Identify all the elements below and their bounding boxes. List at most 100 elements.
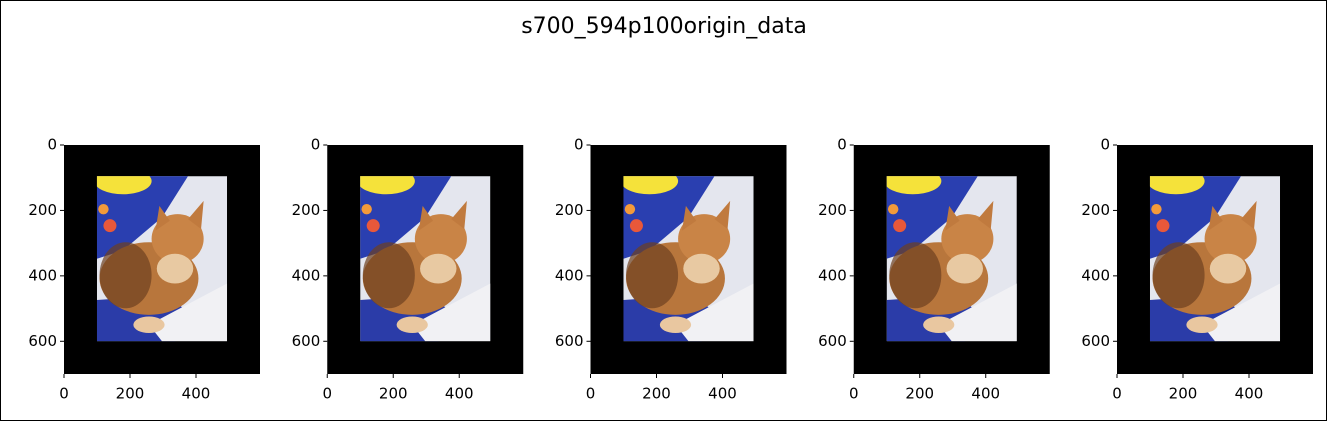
orange-dot [361, 203, 372, 215]
subplot: 0 200 400 0 200 400 600 [818, 136, 1050, 403]
y-tick-label: 0 [47, 136, 57, 154]
yellow-patch [623, 176, 679, 195]
cat-shadow [99, 242, 152, 309]
blanket-blue [1149, 176, 1242, 259]
y-tick-label: 400 [818, 266, 847, 284]
cat-ear-right [977, 200, 994, 229]
y-tick-label: 200 [28, 201, 57, 219]
figure-title: s700_594p100origin_data [521, 14, 807, 39]
x-tick-label: 400 [182, 385, 211, 403]
cat-ear-left [945, 205, 960, 231]
blanket-blue [623, 176, 715, 259]
sheet-white [412, 283, 491, 342]
cat-shadow [626, 242, 679, 309]
cat-shadow [362, 242, 415, 309]
y-tick-label: 600 [1081, 332, 1110, 350]
x-tick-label: 400 [708, 385, 737, 403]
x-tick-label: 200 [1169, 385, 1198, 403]
x-tick-label: 400 [445, 385, 474, 403]
y-tick-label: 400 [292, 266, 321, 284]
cat-ear-right [714, 200, 731, 229]
cat-head [941, 214, 994, 264]
cat-chest [946, 253, 983, 284]
yellow-patch [886, 176, 942, 195]
blanket-blue [360, 176, 452, 259]
yellow-patch [96, 176, 152, 195]
red-dot [629, 219, 643, 233]
photo [360, 176, 491, 342]
sheet-white [938, 283, 1017, 342]
y-tick-label: 400 [555, 266, 584, 284]
photo [96, 176, 228, 342]
cat-chest [683, 253, 720, 284]
x-tick-label: 200 [642, 385, 671, 403]
cat-ear-right [188, 200, 204, 229]
red-dot [366, 219, 380, 233]
y-tick-label: 600 [818, 332, 847, 350]
y-tick-label: 600 [555, 332, 584, 350]
cat-paw [659, 316, 692, 333]
cat-shadow [889, 242, 942, 309]
cat-head [1204, 214, 1257, 264]
sheet-white [148, 283, 228, 342]
y-tick-label: 600 [28, 332, 57, 350]
y-tick-label: 400 [28, 266, 57, 284]
subplot: 0 200 400 0 200 400 600 [1081, 136, 1313, 403]
cat-paw [396, 316, 428, 333]
subplot: 0 200 400 0 200 400 600 [292, 136, 524, 403]
photo [1149, 176, 1281, 342]
x-tick-label: 0 [59, 385, 69, 403]
blanket-blue [96, 176, 189, 259]
cat-ear-left [418, 205, 434, 231]
cat-shadow [1152, 242, 1205, 309]
cat-ear-left [155, 205, 170, 231]
cat-paw [133, 316, 165, 333]
cat-ear-right [1241, 200, 1257, 229]
y-tick-label: 200 [292, 201, 321, 219]
x-tick-label: 200 [905, 385, 934, 403]
red-dot [893, 219, 907, 233]
subplot: 0 200 400 0 200 400 600 [555, 136, 787, 403]
cat-head [414, 214, 467, 264]
cat-head [151, 214, 204, 264]
y-tick-label: 0 [574, 136, 584, 154]
photo [886, 176, 1017, 342]
sheet-white [1201, 283, 1281, 342]
cat-chest [156, 253, 194, 284]
sheet-white [675, 283, 754, 342]
x-tick-label: 0 [1112, 385, 1122, 403]
yellow-patch [1149, 176, 1205, 195]
y-tick-label: 200 [818, 201, 847, 219]
cat-head [678, 214, 731, 264]
cat-chest [420, 253, 457, 284]
subplot: 0 200 400 0 200 400 600 [28, 136, 260, 403]
y-tick-label: 0 [311, 136, 321, 154]
y-tick-label: 200 [555, 201, 584, 219]
x-tick-label: 200 [379, 385, 408, 403]
orange-dot [98, 203, 109, 215]
y-tick-label: 0 [1100, 136, 1110, 154]
cat-ear-right [451, 200, 467, 229]
y-tick-label: 0 [837, 136, 847, 154]
cat-paw [1186, 316, 1218, 333]
cat-ear-left [681, 205, 697, 231]
orange-dot [887, 203, 899, 215]
orange-dot [1151, 203, 1162, 215]
y-tick-label: 400 [1081, 266, 1110, 284]
red-dot [1156, 219, 1170, 233]
x-tick-label: 200 [116, 385, 145, 403]
cat-ear-left [1208, 205, 1223, 231]
red-dot [103, 219, 117, 233]
y-tick-label: 200 [1081, 201, 1110, 219]
y-tick-label: 600 [292, 332, 321, 350]
yellow-patch [360, 176, 415, 195]
x-tick-label: 0 [586, 385, 596, 403]
blanket-blue [886, 176, 978, 259]
x-tick-label: 400 [1235, 385, 1264, 403]
cat-paw [923, 316, 955, 333]
cat-chest [1209, 253, 1247, 284]
x-tick-label: 0 [322, 385, 332, 403]
photo [623, 176, 754, 342]
x-tick-label: 400 [971, 385, 1000, 403]
